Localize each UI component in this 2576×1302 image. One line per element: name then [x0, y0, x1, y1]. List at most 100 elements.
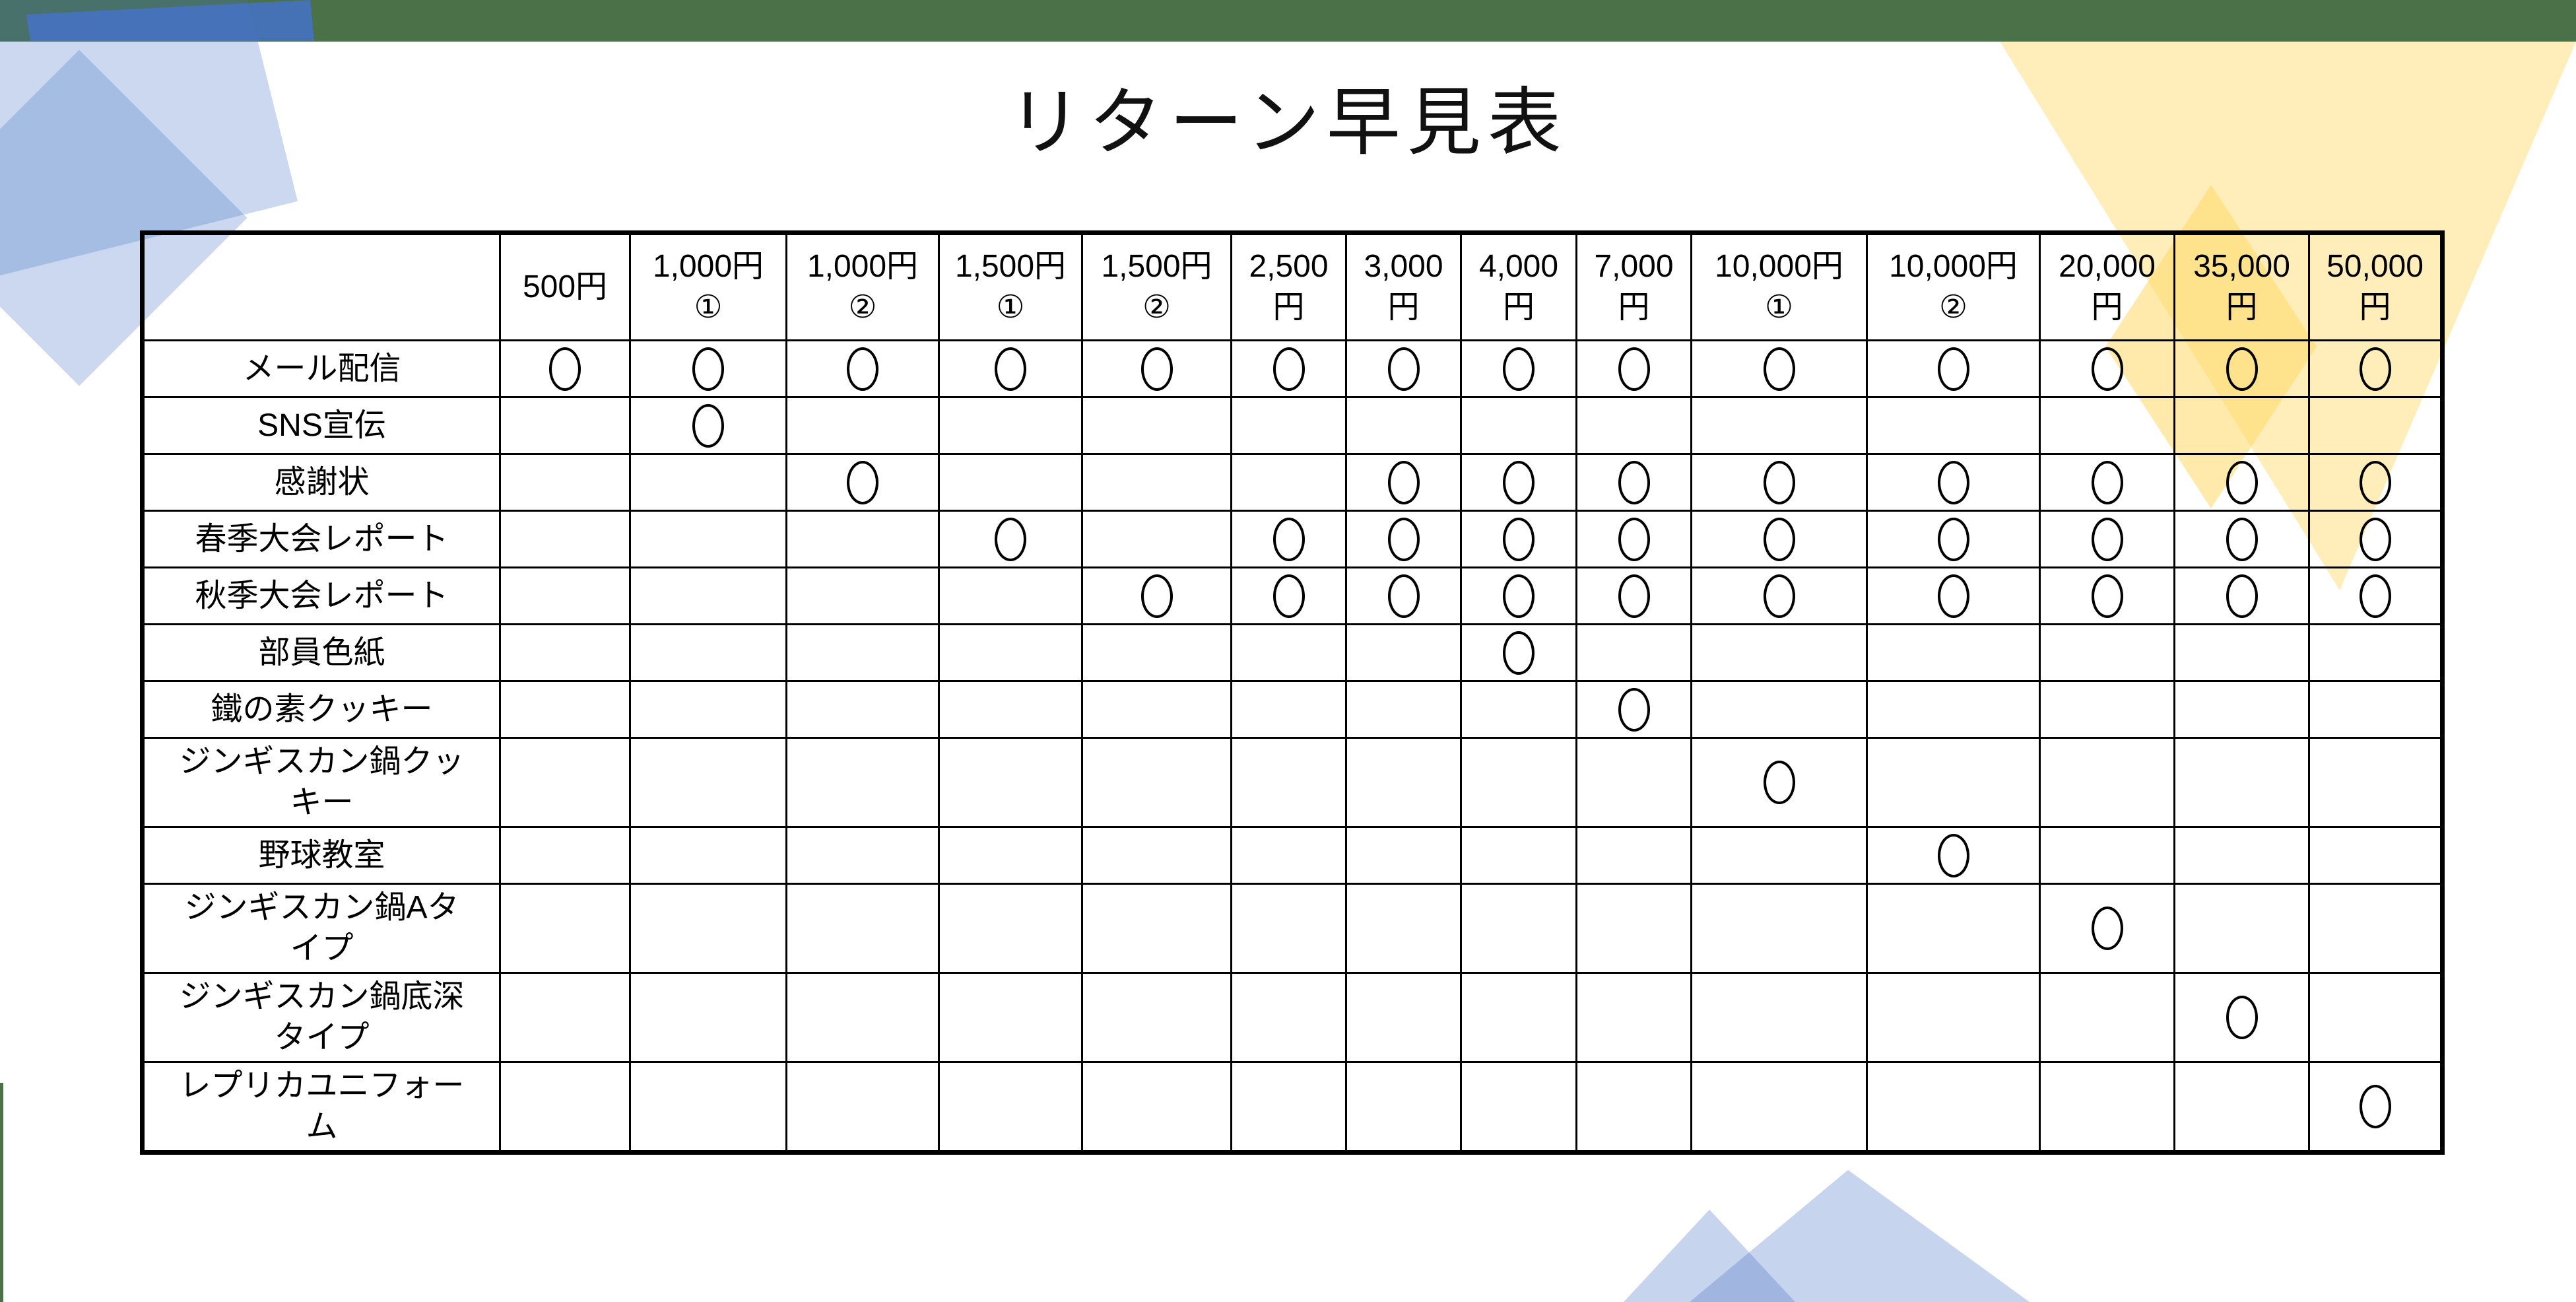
marked-cell	[1866, 339, 2041, 398]
mark-circle	[1387, 460, 1420, 504]
empty-cell	[629, 680, 787, 739]
empty-cell	[499, 680, 631, 739]
marked-cell	[629, 339, 787, 398]
column-header: 3,000 円	[1345, 232, 1462, 341]
mark-circle	[1503, 460, 1535, 504]
mark-circle	[1140, 574, 1173, 618]
column-header: 2,500 円	[1230, 232, 1347, 341]
table-row: メール配信	[141, 339, 2443, 398]
empty-cell	[938, 1061, 1083, 1153]
marked-cell	[1575, 680, 1692, 739]
column-header: 500円	[499, 232, 631, 341]
empty-cell	[938, 680, 1083, 739]
empty-cell	[785, 883, 940, 974]
table-row: 部員色紙	[141, 623, 2443, 682]
empty-cell	[785, 396, 940, 455]
empty-cell	[1081, 623, 1232, 682]
green-left-edge-decoration	[0, 1083, 3, 1302]
green-top-bar-decoration	[0, 0, 2576, 42]
empty-cell	[785, 566, 940, 625]
empty-cell	[1460, 737, 1577, 828]
marked-cell	[2308, 510, 2443, 568]
table-row: 野球教室	[141, 826, 2443, 885]
empty-cell	[629, 510, 787, 568]
marked-cell	[2308, 453, 2443, 512]
marked-cell	[1345, 339, 1462, 398]
row-label: SNS宣伝	[141, 396, 501, 455]
table-row: ジンギスカン鍋クッキー	[141, 737, 2443, 828]
empty-cell	[785, 972, 940, 1063]
row-label: 秋季大会レポート	[141, 566, 501, 625]
empty-cell	[1081, 680, 1232, 739]
empty-cell	[1866, 396, 2041, 455]
marked-cell	[1866, 826, 2041, 885]
empty-cell	[938, 623, 1083, 682]
empty-cell	[1230, 737, 1347, 828]
marked-cell	[629, 396, 787, 455]
mark-circle	[1618, 517, 1650, 561]
empty-cell	[629, 566, 787, 625]
empty-cell	[1460, 396, 1577, 455]
marked-cell	[1866, 566, 2041, 625]
empty-cell	[2039, 826, 2175, 885]
table-body: メール配信 SNS宣伝 感謝状 春季大会レポート 秋季大会レポート 部員色紙 鐵の素クッキー…	[141, 339, 2443, 1153]
empty-cell	[1690, 972, 1868, 1063]
empty-cell	[1460, 972, 1577, 1063]
empty-cell	[938, 737, 1083, 828]
column-header: 20,000 円	[2039, 232, 2175, 341]
empty-cell	[2308, 396, 2443, 455]
marked-cell	[1460, 566, 1577, 625]
column-header: 50,000 円	[2308, 232, 2443, 341]
empty-cell	[499, 826, 631, 885]
empty-cell	[1460, 883, 1577, 974]
empty-cell	[629, 972, 787, 1063]
empty-cell	[1575, 623, 1692, 682]
empty-cell	[785, 826, 940, 885]
empty-cell	[1081, 396, 1232, 455]
empty-cell	[1345, 826, 1462, 885]
empty-cell	[1690, 623, 1868, 682]
empty-cell	[1081, 510, 1232, 568]
table-row: 春季大会レポート	[141, 510, 2443, 568]
column-header: 10,000円 ①	[1690, 232, 1868, 341]
empty-cell	[2173, 623, 2310, 682]
empty-cell	[629, 737, 787, 828]
table-row: 感謝状	[141, 453, 2443, 512]
empty-cell	[2173, 396, 2310, 455]
column-header: 4,000 円	[1460, 232, 1577, 341]
mark-circle	[1503, 631, 1535, 675]
empty-cell	[2039, 1061, 2175, 1153]
empty-cell	[1690, 396, 1868, 455]
marked-cell	[2039, 510, 2175, 568]
empty-cell	[499, 1061, 631, 1153]
empty-cell	[1575, 1061, 1692, 1153]
empty-cell	[938, 826, 1083, 885]
marked-cell	[2173, 566, 2310, 625]
marked-cell	[1081, 566, 1232, 625]
mark-circle	[549, 347, 581, 391]
mark-circle	[847, 347, 878, 391]
empty-cell	[629, 453, 787, 512]
marked-cell	[1690, 453, 1868, 512]
mark-circle	[1937, 574, 1969, 618]
marked-cell	[2173, 972, 2310, 1063]
mark-circle	[1763, 761, 1795, 805]
mark-circle	[1763, 347, 1795, 391]
mark-circle	[1937, 833, 1969, 877]
empty-cell	[1230, 1061, 1347, 1153]
marked-cell	[2173, 510, 2310, 568]
empty-cell	[785, 510, 940, 568]
marked-cell	[1230, 510, 1347, 568]
empty-cell	[2039, 396, 2175, 455]
row-label: ジンギスカン鍋底深タイプ	[141, 972, 501, 1063]
empty-cell	[1690, 826, 1868, 885]
column-header: 1,000円 ①	[629, 232, 787, 341]
marked-cell	[499, 339, 631, 398]
mark-circle	[2091, 574, 2123, 618]
marked-cell	[1866, 510, 2041, 568]
empty-cell	[1575, 972, 1692, 1063]
empty-cell	[629, 883, 787, 974]
mark-circle	[2091, 460, 2123, 504]
mark-circle	[1763, 460, 1795, 504]
row-label: 鐵の素クッキー	[141, 680, 501, 739]
